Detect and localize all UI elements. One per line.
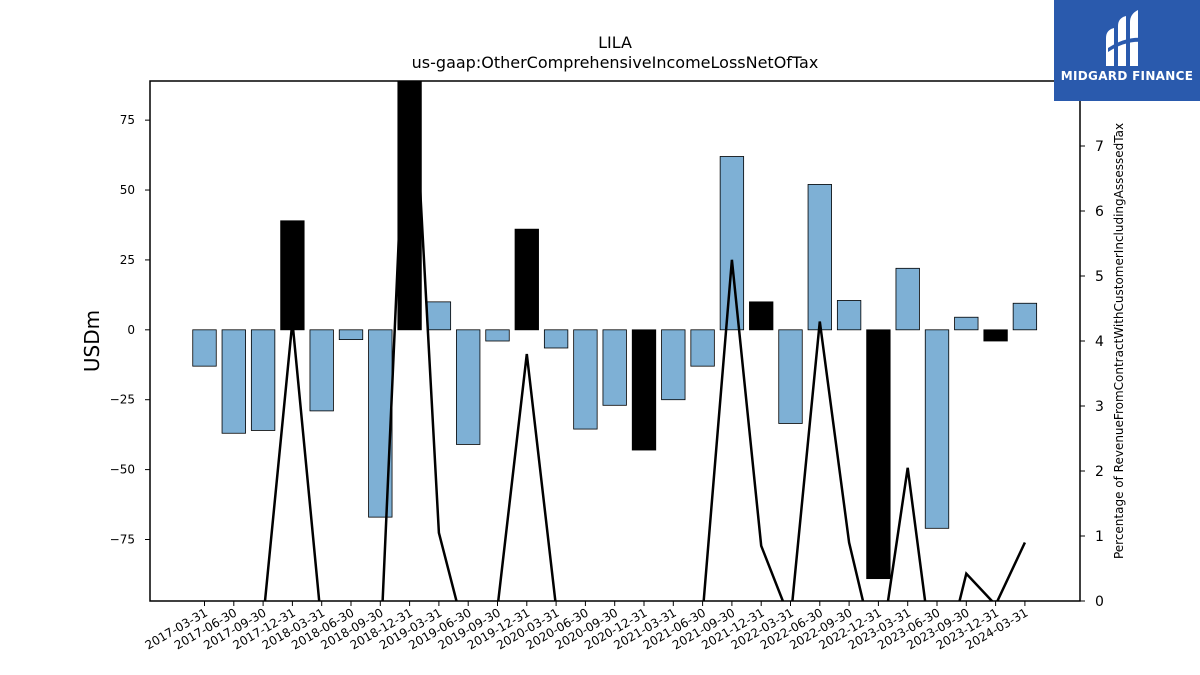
y-tick-label: 0 <box>127 323 135 337</box>
bar <box>602 329 627 406</box>
y-tick-label: −50 <box>110 463 135 477</box>
right-axis: 0 1 2 3 4 5 6 7 <box>1080 139 1104 610</box>
y2-tick-label: 7 <box>1095 139 1104 155</box>
bar <box>924 329 950 529</box>
y2-tick-label: 1 <box>1095 529 1104 545</box>
bar <box>280 220 305 331</box>
bar <box>954 316 979 331</box>
line-path <box>263 81 1027 601</box>
bar <box>250 329 276 431</box>
bar <box>221 329 246 434</box>
chart-title: LILA <box>598 33 632 52</box>
y-tick-label: 75 <box>120 113 135 127</box>
bar <box>485 329 510 342</box>
x-axis: 2017-03-312017-06-302017-09-302017-12-31… <box>143 601 1030 652</box>
bar <box>631 329 657 451</box>
bar <box>690 329 715 367</box>
bar <box>895 267 920 331</box>
bar <box>456 329 481 445</box>
bar <box>192 329 217 367</box>
bar <box>661 329 686 401</box>
bar <box>749 301 774 331</box>
y-tick-label: −25 <box>110 393 135 407</box>
y2-tick-label: 4 <box>1095 334 1104 350</box>
bar <box>573 329 598 430</box>
bar <box>514 228 539 331</box>
bar-series <box>192 81 1038 580</box>
bar <box>983 329 1008 342</box>
bar <box>309 329 334 412</box>
brand-name: MIDGARD FINANCE <box>1060 69 1194 83</box>
line-series <box>263 81 1027 601</box>
bar <box>426 301 452 331</box>
y2-tick-label: 6 <box>1095 204 1104 220</box>
y2-tick-label: 2 <box>1095 464 1104 480</box>
right-axis-label: Percentage of RevenueFromContractWithCus… <box>1112 123 1126 559</box>
y2-tick-label: 5 <box>1095 269 1104 285</box>
brand-logo: MIDGARD FINANCE <box>1054 0 1200 101</box>
bar <box>368 329 393 518</box>
bar <box>543 329 569 349</box>
bar <box>807 184 832 331</box>
chart-subtitle: us-gaap:OtherComprehensiveIncomeLossNetO… <box>412 53 819 72</box>
bar <box>719 156 745 331</box>
bar <box>778 329 803 424</box>
y2-tick-label: 0 <box>1095 594 1104 610</box>
y-tick-label: 50 <box>120 183 135 197</box>
midgard-logo-icon <box>1106 10 1144 66</box>
y-tick-label: −75 <box>110 532 135 546</box>
bar <box>1012 302 1038 331</box>
bar <box>836 300 862 331</box>
y-axis-label: USDm <box>80 310 104 372</box>
y2-tick-label: 3 <box>1095 399 1104 415</box>
bar <box>866 329 891 580</box>
y-tick-label: 25 <box>120 253 135 267</box>
bar <box>338 329 364 341</box>
left-axis: −75 −50 −25 0 25 50 75 <box>110 113 150 546</box>
